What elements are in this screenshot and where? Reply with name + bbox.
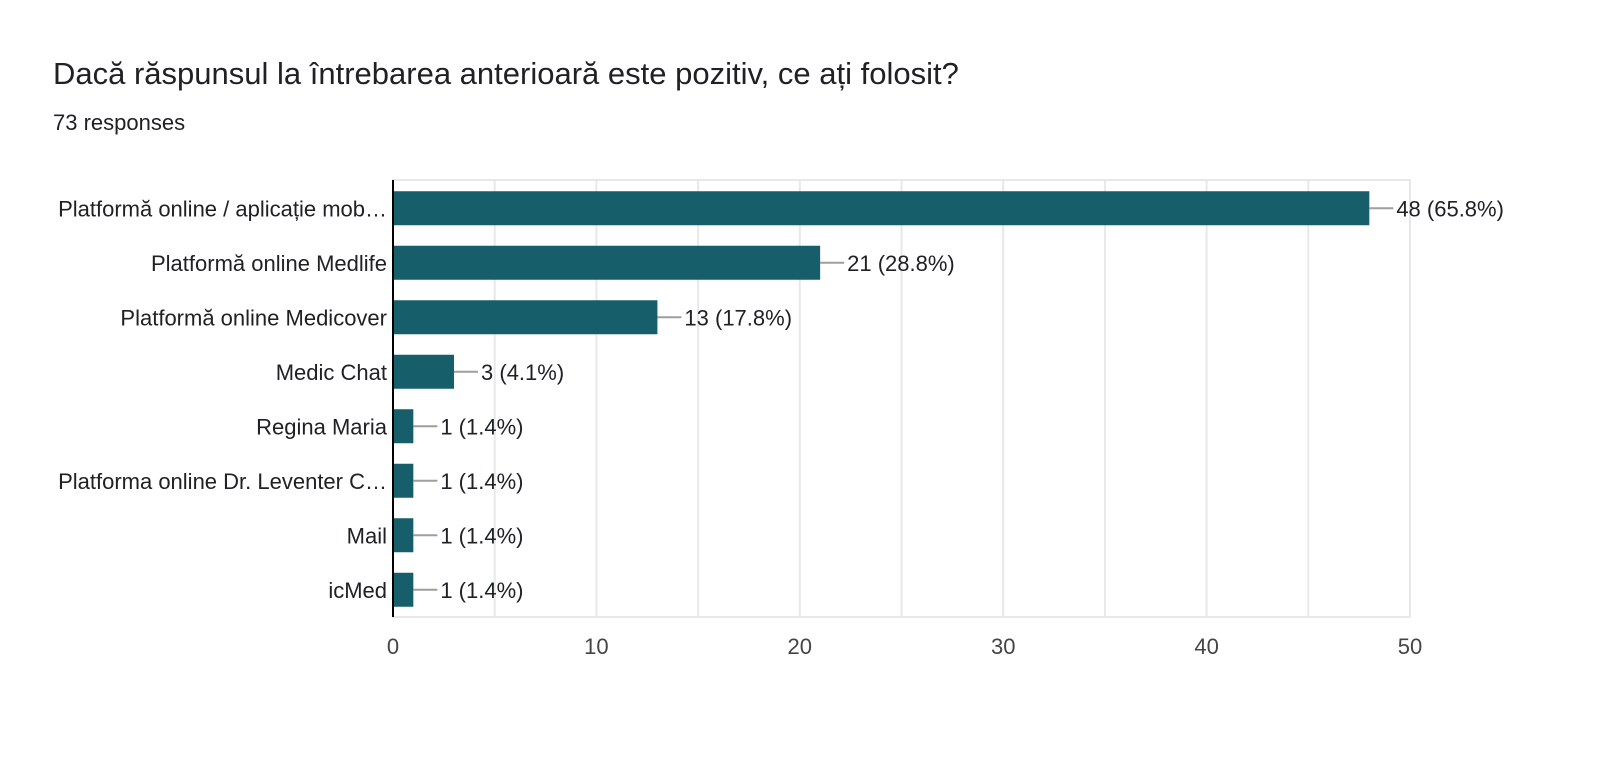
value-label: 13 (17.8%) — [684, 305, 792, 330]
category-label: Platformă online Medicover — [120, 305, 387, 330]
value-label: 1 (1.4%) — [440, 523, 523, 548]
bar — [393, 191, 1370, 226]
bar — [393, 518, 414, 553]
category-label: Platformă online Medlife — [151, 251, 387, 276]
response-count: 73 responses — [53, 110, 186, 135]
bar — [393, 245, 821, 280]
x-tick-label: 50 — [1398, 634, 1422, 659]
category-label: icMed — [328, 578, 387, 603]
value-label: 1 (1.4%) — [440, 578, 523, 603]
category-label: Platforma online Dr. Leventer C… — [58, 469, 387, 494]
bar — [393, 572, 414, 607]
value-label: 1 (1.4%) — [440, 414, 523, 439]
bar — [393, 463, 414, 498]
chart-title: Dacă răspunsul la întrebarea anterioară … — [53, 56, 959, 91]
bar — [393, 409, 414, 444]
bar — [393, 300, 658, 335]
value-label: 1 (1.4%) — [440, 469, 523, 494]
x-tick-label: 20 — [788, 634, 812, 659]
category-label: Mail — [347, 523, 387, 548]
bar — [393, 354, 455, 389]
category-label: Regina Maria — [256, 414, 388, 439]
value-label: 3 (4.1%) — [481, 360, 564, 385]
value-label: 48 (65.8%) — [1396, 196, 1504, 221]
category-label: Platformă online / aplicație mob… — [58, 196, 387, 221]
x-tick-label: 30 — [991, 634, 1015, 659]
category-label: Medic Chat — [276, 360, 387, 385]
x-tick-label: 0 — [387, 634, 399, 659]
value-label: 21 (28.8%) — [847, 251, 955, 276]
x-tick-label: 10 — [584, 634, 608, 659]
x-tick-label: 40 — [1194, 634, 1218, 659]
